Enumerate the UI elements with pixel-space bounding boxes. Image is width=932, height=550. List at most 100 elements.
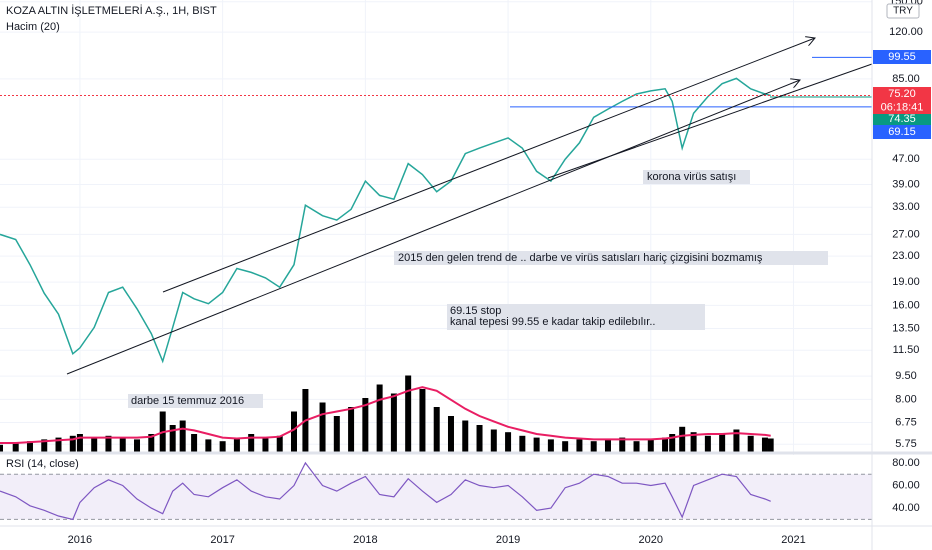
volume-bar xyxy=(262,438,269,452)
volume-bar xyxy=(276,435,283,452)
y-tick-label: 23.00 xyxy=(892,250,920,262)
volume-bar xyxy=(533,437,540,452)
volume-bar xyxy=(669,434,676,452)
y-tick-label: 80.00 xyxy=(892,457,920,469)
y-tick-label: 5.75 xyxy=(895,438,916,450)
y-tick-label: 16.00 xyxy=(892,299,920,311)
y-tick-label: 120.00 xyxy=(889,26,923,38)
volume-bar xyxy=(41,439,48,452)
trend-line xyxy=(162,38,815,293)
y-tick-label: 39.00 xyxy=(892,178,920,190)
volume-bar xyxy=(169,425,176,452)
price-label: 74.35 xyxy=(888,113,916,125)
x-tick-label: 2016 xyxy=(68,534,92,546)
volume-bar xyxy=(462,420,469,452)
volume-bar xyxy=(433,407,440,452)
countdown: 06:18:41 xyxy=(881,101,924,113)
countdown-box xyxy=(873,101,931,114)
volume-bar xyxy=(476,425,483,452)
volume-bar xyxy=(604,439,611,452)
volume-bar xyxy=(362,398,369,452)
volume-bar xyxy=(319,402,326,452)
volume-bar xyxy=(447,416,454,452)
volume-bar xyxy=(562,441,569,452)
volume-bar xyxy=(519,435,526,452)
volume-bar xyxy=(679,426,686,452)
x-tick-label: 2017 xyxy=(210,534,234,546)
volume-bar xyxy=(233,438,240,452)
y-tick-label: 33.00 xyxy=(892,201,920,213)
volume-ma xyxy=(0,386,771,444)
rsi-pane xyxy=(0,455,872,525)
y-tick-label: 6.75 xyxy=(895,416,916,428)
volume-bar xyxy=(191,434,198,452)
price-label: 99.55 xyxy=(888,51,916,63)
price-label: 75.20 xyxy=(888,88,916,100)
volume-bar xyxy=(26,441,33,452)
currency[interactable]: TRY xyxy=(893,6,913,17)
currency-box[interactable] xyxy=(886,3,920,19)
volume-bar xyxy=(767,438,774,452)
volume-bar xyxy=(633,441,640,452)
volume-bar xyxy=(134,439,141,452)
price-label-box xyxy=(873,112,931,126)
y-tick-label: 85.00 xyxy=(892,73,920,85)
annotation: korona virüs satışı xyxy=(647,171,736,183)
volume-bar xyxy=(747,435,754,452)
volume-bar xyxy=(719,434,726,452)
volume-bar xyxy=(76,434,83,452)
annotation-box xyxy=(128,394,263,408)
y-tick-label: 8.00 xyxy=(895,393,916,405)
volume-bar xyxy=(0,444,3,452)
x-tick-label: 2019 xyxy=(496,534,520,546)
volume-bar xyxy=(405,375,412,452)
rsi-pane-content xyxy=(0,461,876,521)
price-label-box xyxy=(873,50,931,64)
y-tick-label: 9.50 xyxy=(895,370,916,382)
volume-bar xyxy=(290,411,297,452)
volume-bar xyxy=(733,429,740,452)
price-label: 69.15 xyxy=(888,126,916,138)
trend-line xyxy=(66,80,800,375)
y-tick-label: 40.00 xyxy=(892,502,920,514)
price-line xyxy=(0,77,771,364)
grid xyxy=(0,0,872,525)
annotation-box xyxy=(447,304,705,330)
volume-bar xyxy=(69,435,76,452)
volume-bar xyxy=(179,420,186,452)
annotation: 69.15 stop xyxy=(450,305,501,317)
price-pane xyxy=(0,56,872,364)
price-label-box xyxy=(873,125,931,139)
volume-bar xyxy=(490,429,497,452)
annotation-box xyxy=(394,251,828,265)
volume-bar xyxy=(12,443,19,452)
volume-bar xyxy=(647,439,654,452)
volume-bar xyxy=(205,439,212,452)
volume-bar xyxy=(148,434,155,452)
rsi-line xyxy=(0,461,771,521)
volume-bar xyxy=(576,439,583,452)
volume-bar xyxy=(333,416,340,452)
y-tick-label: 60.00 xyxy=(892,479,920,491)
annotation: darbe 15 temmuz 2016 xyxy=(131,395,244,407)
annotation-box xyxy=(643,170,750,184)
annotation: kanal tepesi 99.55 e kadar takip edilebı… xyxy=(450,316,655,328)
volume-bar xyxy=(690,432,697,452)
volume-bar xyxy=(119,437,126,452)
y-tick-label: 47.00 xyxy=(892,153,920,165)
volume xyxy=(0,375,774,452)
annotation: 2015 den gelen trend de .. darbe ve virü… xyxy=(398,252,763,264)
volume-bar xyxy=(348,407,355,452)
y-tick-label: 19.00 xyxy=(892,276,920,288)
price-label-box xyxy=(873,87,931,101)
volume-bar xyxy=(590,441,597,452)
indicator-title: Hacim (20) xyxy=(6,21,60,33)
volume-bar xyxy=(91,438,98,452)
volume-bar xyxy=(619,437,626,452)
y-tick-label: 27.00 xyxy=(892,228,920,240)
volume-bar xyxy=(662,437,669,452)
volume-bar xyxy=(219,441,226,452)
volume-bar xyxy=(419,389,426,452)
volume-bar xyxy=(547,439,554,452)
volume-bar xyxy=(105,435,112,452)
